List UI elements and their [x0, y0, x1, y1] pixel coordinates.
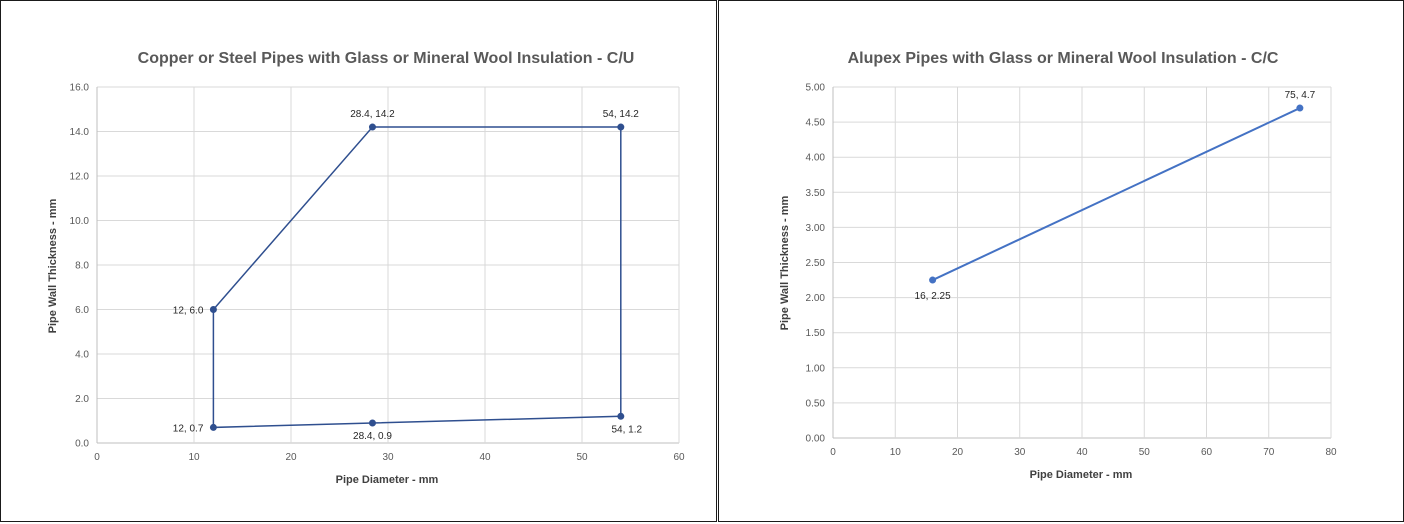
y-axis-title: Pipe Wall Thickness - mm — [47, 198, 59, 333]
y-tick-label: 3.00 — [806, 223, 826, 234]
data-point — [929, 276, 937, 284]
x-tick-labels: 0 10 20 30 40 50 60 — [94, 452, 685, 463]
data-point — [617, 123, 625, 131]
x-tick-label: 60 — [1201, 447, 1213, 458]
x-tick-label: 0 — [830, 447, 836, 458]
x-tick-label: 20 — [285, 452, 297, 463]
y-tick-label: 2.00 — [806, 293, 826, 304]
y-tick-label: 4.50 — [806, 118, 826, 129]
x-tick-label: 50 — [1139, 447, 1151, 458]
y-tick-label: 12.0 — [70, 172, 90, 183]
y-tick-label: 1.00 — [806, 363, 826, 374]
y-tick-labels: 0.0 2.0 4.0 6.0 8.0 10.0 12.0 14.0 16.0 — [70, 83, 90, 450]
y-tick-label: 14.0 — [70, 127, 90, 138]
x-axis-title: Pipe Diameter - mm — [336, 474, 439, 486]
x-tick-label: 70 — [1263, 447, 1275, 458]
y-tick-label: 2.0 — [75, 394, 89, 405]
x-tick-label: 0 — [94, 452, 100, 463]
x-axis-title: Pipe Diameter - mm — [1030, 469, 1133, 481]
gridlines — [832, 86, 1332, 439]
y-tick-label: 3.50 — [806, 188, 826, 199]
y-tick-label: 0.50 — [806, 398, 826, 409]
data-label: 28.4, 0.9 — [353, 431, 392, 442]
series-line — [932, 107, 1301, 281]
chart-copper-steel-svg: Copper or Steel Pipes with Glass or Mine… — [47, 50, 685, 486]
data-point — [209, 423, 217, 431]
chart-panel-alupex: Alupex Pipes with Glass or Mineral Wool … — [718, 0, 1404, 522]
x-tick-label: 30 — [382, 452, 394, 463]
y-tick-label: 10.0 — [70, 216, 90, 227]
data-label: 12, 0.7 — [173, 423, 204, 434]
y-tick-label: 6.0 — [75, 305, 89, 316]
y-axis-title: Pipe Wall Thickness - mm — [779, 195, 791, 330]
x-tick-label: 40 — [479, 452, 491, 463]
data-labels: 16, 2.25 75, 4.7 — [915, 90, 1316, 302]
y-tick-label: 8.0 — [75, 261, 89, 272]
y-tick-label: 4.00 — [806, 153, 826, 164]
x-tick-labels: 0 10 20 30 40 50 60 70 80 — [830, 447, 1337, 458]
y-tick-label: 0.00 — [806, 434, 826, 445]
y-tick-label: 0.0 — [75, 439, 89, 450]
data-label: 75, 4.7 — [1285, 90, 1316, 101]
gridlines — [96, 86, 680, 444]
data-label: 16, 2.25 — [915, 291, 952, 302]
y-tick-label: 4.0 — [75, 350, 89, 361]
series-line — [212, 126, 622, 429]
chart-alupex-svg: Alupex Pipes with Glass or Mineral Wool … — [779, 50, 1337, 481]
x-tick-label: 20 — [952, 447, 964, 458]
data-label: 12, 6.0 — [173, 306, 204, 317]
x-tick-label: 40 — [1076, 447, 1088, 458]
x-tick-label: 80 — [1325, 447, 1337, 458]
x-tick-label: 10 — [188, 452, 200, 463]
data-point — [209, 306, 217, 313]
y-tick-label: 2.50 — [806, 258, 826, 269]
y-tick-labels: 0.00 0.50 1.00 1.50 2.00 2.50 3.00 3.50 4.00 4.50… — [806, 83, 826, 445]
data-label: 54, 1.2 — [612, 424, 643, 435]
data-label: 28.4, 14.2 — [350, 109, 395, 120]
series-group — [929, 104, 1304, 284]
data-point — [1296, 104, 1304, 112]
chart-panel-copper-steel: Copper or Steel Pipes with Glass or Mine… — [0, 0, 717, 522]
y-tick-label: 5.00 — [806, 83, 826, 94]
x-tick-label: 50 — [576, 452, 588, 463]
y-tick-label: 1.50 — [806, 328, 826, 339]
data-point — [617, 412, 625, 420]
data-labels: 28.4, 14.2 54, 14.2 12, 6.0 12, 0.7 28.4, 0.… — [173, 109, 643, 442]
series-group — [209, 123, 625, 431]
chart-title: Alupex Pipes with Glass or Mineral Wool … — [848, 50, 1279, 67]
x-tick-label: 10 — [890, 447, 902, 458]
x-tick-label: 60 — [673, 452, 685, 463]
x-tick-label: 30 — [1014, 447, 1026, 458]
data-label: 54, 14.2 — [603, 109, 640, 120]
chart-title: Copper or Steel Pipes with Glass or Mine… — [138, 50, 635, 67]
y-tick-label: 16.0 — [70, 83, 90, 94]
data-point — [368, 419, 376, 427]
data-point — [368, 123, 376, 131]
